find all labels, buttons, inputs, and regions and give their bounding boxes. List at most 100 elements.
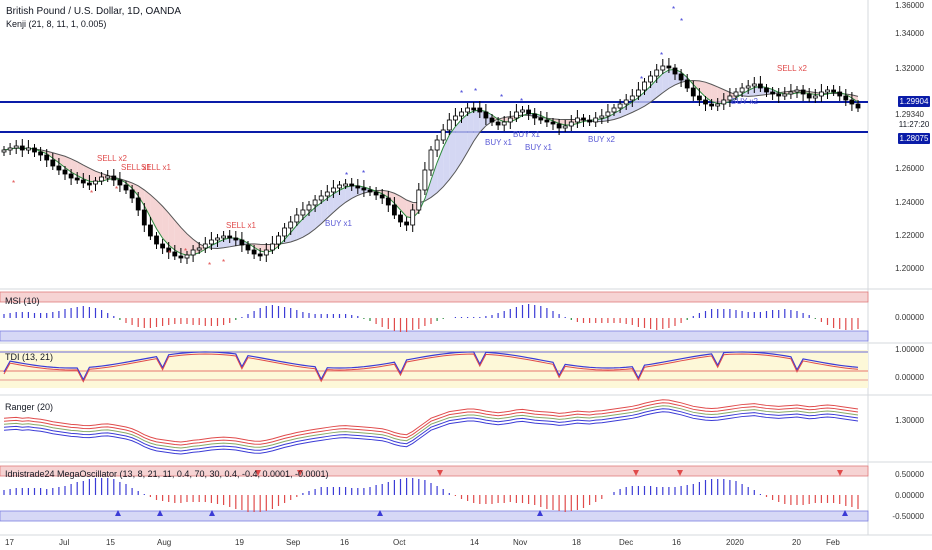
signal-star: *: [184, 247, 187, 256]
signal-label: BUY x1: [525, 143, 552, 152]
candle-body: [269, 243, 275, 251]
candle-body: [550, 121, 556, 125]
x-tick: Oct: [393, 538, 406, 547]
candle-body: [806, 93, 812, 99]
signal-label: BUY x1: [513, 130, 540, 139]
signal-star: *: [168, 249, 171, 258]
candle-body: [599, 115, 605, 119]
candle-body: [276, 235, 281, 245]
x-tick: Dec: [619, 538, 634, 547]
candle-body: [129, 189, 135, 199]
kenji-cloud: [284, 232, 291, 244]
kenji-cloud: [46, 151, 53, 159]
candle-body: [355, 185, 361, 189]
mega-sell-arrow: [837, 470, 843, 476]
pane-mega-title: Idnistrade24 MegaOscillator (13, 8, 21, …: [5, 469, 329, 479]
candle-body: [568, 121, 574, 127]
kenji-slow-line: [3, 80, 859, 249]
candle-body: [416, 189, 422, 211]
kenji-cloud: [351, 185, 358, 199]
candle-body: [428, 149, 434, 171]
msi-tick: 0.00000: [895, 313, 924, 322]
kenji-cloud: [150, 194, 157, 229]
signal-star: *: [660, 51, 663, 60]
candle-body: [819, 91, 824, 97]
mega-buy-arrow: [157, 510, 163, 516]
signal-star: *: [672, 5, 675, 14]
candle-body: [306, 204, 312, 211]
signal-label: SELL x1: [141, 163, 171, 172]
pane-tdi-title: TDI (13, 21): [5, 352, 54, 362]
kenji-cloud: [156, 200, 163, 239]
kenji-cloud: [443, 135, 450, 187]
candle-body: [38, 151, 43, 156]
candle-body: [666, 65, 672, 69]
kenji-cloud: [620, 106, 627, 118]
candle-body: [477, 107, 483, 113]
kenji-cloud: [315, 202, 322, 229]
mega-sell-arrow: [437, 470, 443, 476]
mega-buy-arrow: [842, 510, 848, 516]
kenji-cloud: [754, 86, 761, 96]
kenji-cloud: [339, 187, 346, 207]
kenji-cloud: [553, 118, 560, 124]
kenji-cloud: [711, 84, 718, 104]
kenji-cloud: [168, 213, 175, 250]
kenji-cloud: [180, 227, 187, 256]
kenji-cloud: [656, 73, 663, 98]
kenji-cloud: [851, 94, 858, 102]
candle-body: [80, 179, 86, 184]
candle-body: [166, 247, 172, 253]
candle-body: [202, 243, 208, 249]
price-tag-low: 1.28075: [898, 133, 930, 144]
candle-body: [642, 81, 647, 91]
candle-body: [587, 119, 592, 123]
candle-body: [160, 243, 166, 249]
kenji-cloud: [388, 191, 395, 204]
mega-upper-band: [0, 465, 869, 477]
candle-body: [147, 224, 153, 237]
candle-body: [849, 99, 855, 105]
x-tick: 16: [672, 538, 681, 547]
kenji-cloud: [162, 206, 169, 245]
candle-body: [373, 191, 379, 196]
signal-star: *: [222, 258, 225, 267]
kenji-cloud: [705, 82, 712, 102]
candle-body: [300, 209, 306, 216]
candle-body: [721, 99, 727, 105]
candle-body: [446, 119, 452, 131]
signal-star: *: [345, 171, 348, 180]
candle-body: [123, 184, 129, 191]
kenji-cloud: [748, 87, 755, 97]
candle-body: [74, 177, 80, 181]
price-tick: 1.22000: [895, 231, 924, 240]
price-tick: 1.36000: [895, 1, 924, 10]
kenji-cloud: [144, 189, 151, 218]
signal-star: *: [362, 169, 365, 178]
kenji-cloud: [394, 193, 401, 210]
candle-body: [733, 91, 739, 97]
candle-body: [282, 227, 288, 237]
kenji-cloud: [138, 185, 145, 206]
candle-body: [764, 87, 769, 93]
x-tick: 2020: [726, 538, 744, 547]
candle-body: [617, 103, 623, 109]
candle-body: [245, 244, 251, 251]
price-tick: 1.29340: [895, 110, 924, 119]
candle-body: [788, 91, 794, 95]
x-tick: 14: [470, 538, 479, 547]
candle-body: [190, 249, 196, 256]
candle-body: [654, 69, 660, 77]
candle-body: [465, 107, 471, 113]
mega-sell-arrow: [677, 470, 683, 476]
candle-body: [538, 117, 544, 121]
x-tick: Aug: [157, 538, 172, 547]
signal-star: *: [640, 75, 643, 84]
kenji-cloud: [717, 86, 724, 104]
kenji-cloud: [382, 190, 389, 198]
ranger-line: [3, 405, 859, 449]
candle-body: [605, 111, 611, 117]
candle-body: [19, 145, 25, 151]
candle-body: [68, 173, 74, 179]
